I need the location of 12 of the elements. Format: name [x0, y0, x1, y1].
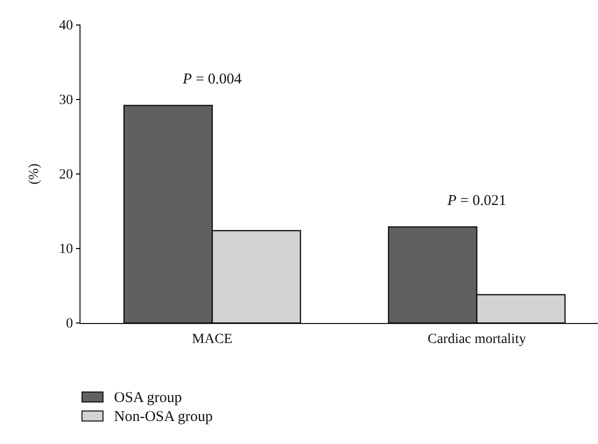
- y-axis-title: (%): [27, 163, 42, 184]
- y-tick-label: 10: [59, 242, 73, 257]
- y-tick-label: 20: [59, 167, 73, 182]
- y-tick-label: 40: [59, 18, 73, 34]
- y-tick-label: 0: [66, 316, 73, 332]
- y-tick-label: 30: [59, 92, 73, 108]
- legend-label: OSA group: [114, 390, 182, 406]
- x-tick-label: Cardiac mortality: [428, 332, 526, 347]
- annotation: P = 0.021: [446, 192, 506, 209]
- annotation: P = 0.004: [182, 71, 242, 88]
- x-tick-label: MACE: [192, 332, 232, 347]
- legend-label: Non-OSA group: [114, 409, 213, 425]
